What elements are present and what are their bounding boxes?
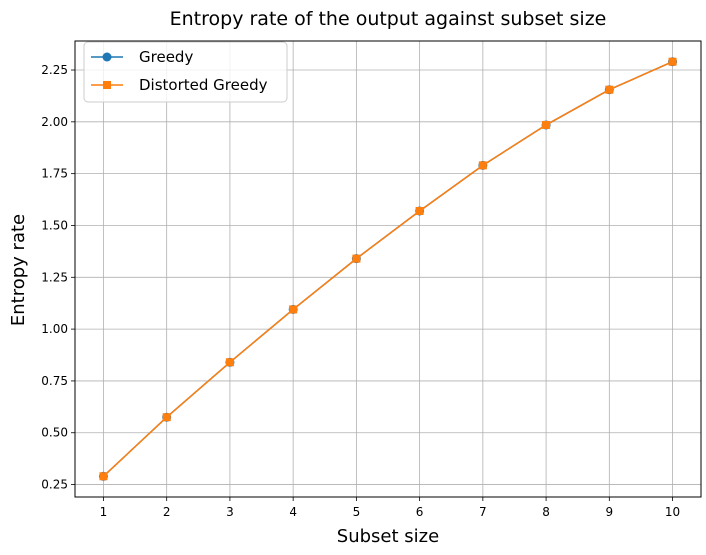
- x-tick-label: 3: [226, 505, 234, 519]
- y-tick-label: 1.75: [41, 167, 68, 181]
- data-point-distorted-greedy: [542, 120, 551, 129]
- y-tick-label: 2.00: [41, 115, 68, 129]
- legend-marker-distorted-greedy: [103, 81, 111, 89]
- y-tick-label: 1.00: [41, 322, 68, 336]
- data-point-distorted-greedy: [99, 472, 108, 481]
- series-distorted-greedy: [99, 57, 677, 481]
- x-tick-label: 1: [100, 505, 108, 519]
- series-layer: [98, 57, 678, 481]
- data-point-distorted-greedy: [289, 305, 298, 314]
- data-point-distorted-greedy: [668, 57, 677, 66]
- series-greedy: [98, 57, 678, 481]
- x-tick-label: 2: [163, 505, 171, 519]
- plot-frame: [74, 40, 702, 498]
- data-point-distorted-greedy: [478, 161, 487, 170]
- legend-label-distorted-greedy: Distorted Greedy: [139, 76, 268, 94]
- legend-box: [83, 41, 288, 103]
- x-tick-label: 10: [665, 505, 680, 519]
- y-tick-label: 1.50: [41, 218, 68, 232]
- x-axis-label: Subset size: [337, 526, 439, 547]
- grid-lines: [75, 41, 701, 497]
- y-tick-label: 0.25: [41, 478, 68, 492]
- y-tick-label: 0.50: [41, 426, 68, 440]
- x-tick-label: 8: [542, 505, 550, 519]
- data-point-distorted-greedy: [605, 85, 614, 94]
- axis-ticks: 1 2 3 4 5 6 7 8 9 10 0.25 0.50 0.75 1.00 1.25 1.50 1.75 2…: [41, 63, 680, 519]
- x-tick-label: 9: [605, 505, 613, 519]
- data-point-distorted-greedy: [162, 413, 171, 422]
- y-tick-label: 0.75: [41, 374, 68, 388]
- x-tick-label: 4: [289, 505, 297, 519]
- data-point-distorted-greedy: [352, 254, 361, 263]
- legend-label-greedy: Greedy: [139, 48, 193, 66]
- legend: Greedy Distorted Greedy: [83, 41, 288, 103]
- series-line-greedy: [102, 61, 673, 477]
- legend-marker-greedy: [102, 52, 112, 62]
- y-axis-label: Entropy rate: [8, 214, 29, 326]
- x-tick-label: 6: [416, 505, 424, 519]
- series-line-distorted-greedy: [102, 61, 673, 477]
- data-point-distorted-greedy: [225, 358, 234, 367]
- x-tick-label: 5: [353, 505, 361, 519]
- chart-title: Entropy rate of the output against subse…: [170, 8, 607, 30]
- y-tick-label: 1.25: [41, 270, 68, 284]
- y-tick-label: 2.25: [41, 63, 68, 77]
- data-point-distorted-greedy: [415, 206, 424, 215]
- x-tick-label: 7: [479, 505, 487, 519]
